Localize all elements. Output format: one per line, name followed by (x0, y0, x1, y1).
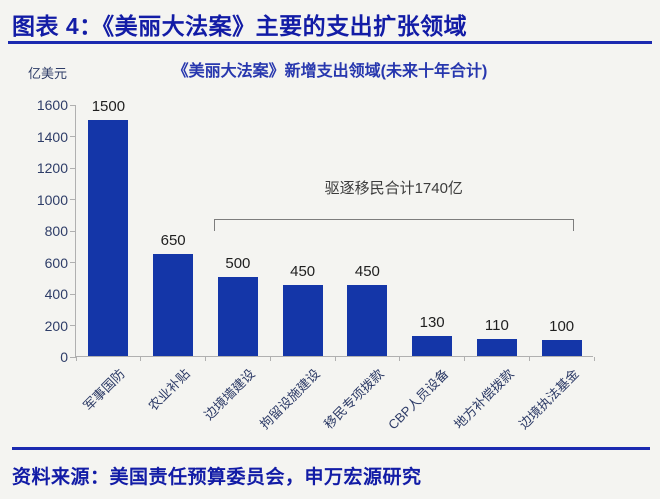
plot-area: 驱逐移民合计1740亿 0 200 400 600 800 1000 1200 1400 160… (37, 97, 595, 432)
y-tick-label: 1000 (36, 191, 68, 208)
y-tick-label: 400 (44, 286, 68, 302)
x-tick-mark (140, 357, 142, 361)
header-rule (8, 41, 652, 44)
bar (347, 285, 388, 356)
bar-value-label: 450 (290, 263, 316, 281)
bar-value-label: 450 (354, 263, 380, 281)
y-tick-label: 200 (44, 317, 68, 334)
bar (282, 285, 323, 356)
x-category-label: 边境墙建设 (201, 366, 258, 423)
x-category-label: CBP人员设备 (385, 366, 452, 433)
y-tick-mark (70, 167, 76, 169)
y-tick-label: 800 (44, 223, 68, 239)
y-tick-mark (70, 325, 76, 326)
x-tick-mark (464, 357, 465, 361)
x-category-label: 地方补偿拨款 (450, 366, 517, 432)
y-tick-mark (70, 136, 76, 137)
y-tick-mark (70, 293, 76, 295)
bar (153, 253, 194, 356)
bar-value-label: 650 (160, 231, 186, 249)
x-category-label: 拘留设施建设 (256, 366, 323, 432)
y-tick-label: 600 (44, 254, 68, 271)
bar (88, 119, 129, 356)
annotation-text: 驱逐移民合计1740亿 (324, 180, 463, 197)
x-category-label: 农业补贴 (145, 366, 193, 414)
bar (412, 335, 453, 356)
bar-value-label: 500 (225, 255, 251, 273)
x-tick-mark (269, 357, 271, 361)
x-tick-mark (334, 357, 336, 361)
x-tick-mark (75, 357, 77, 361)
bar-value-label: 110 (484, 316, 509, 334)
y-tick-label: 0 (60, 349, 68, 365)
bar-value-label: 100 (549, 318, 575, 336)
y-tick-mark (70, 199, 76, 200)
chart-title: 《美丽大法案》新增支出领域(未来十年合计) (172, 63, 488, 80)
x-category-label: 军事国防 (80, 366, 129, 414)
figure-title: 图表 4：《美丽大法案》主要的支出扩张领域 (12, 13, 468, 39)
x-tick-mark (399, 357, 401, 361)
source-note: 资料来源：美国责任预算委员会，申万宏源研究 (12, 467, 422, 488)
y-axis-unit-label: 亿美元 (28, 66, 68, 81)
x-tick-mark (528, 357, 530, 361)
bar (541, 340, 582, 356)
y-tick-mark (70, 230, 76, 232)
y-tick-mark (70, 262, 76, 263)
footer-rule (12, 447, 650, 450)
x-tick-mark (593, 357, 595, 361)
bar-value-label: 130 (419, 313, 445, 331)
y-tick-label: 1200 (36, 160, 68, 176)
x-category-label: 移民专项拨款 (321, 366, 388, 432)
bar-value-label: 1500 (91, 97, 126, 115)
y-tick-mark (70, 104, 76, 106)
y-tick-label: 1600 (36, 97, 68, 113)
annotation-bracket (213, 219, 574, 231)
x-tick-mark (205, 357, 206, 361)
bar (476, 338, 517, 356)
bar (217, 277, 258, 356)
y-tick-label: 1400 (36, 128, 68, 145)
y-tick-mark (70, 356, 76, 358)
x-category-label: 边境执法基金 (515, 366, 582, 432)
